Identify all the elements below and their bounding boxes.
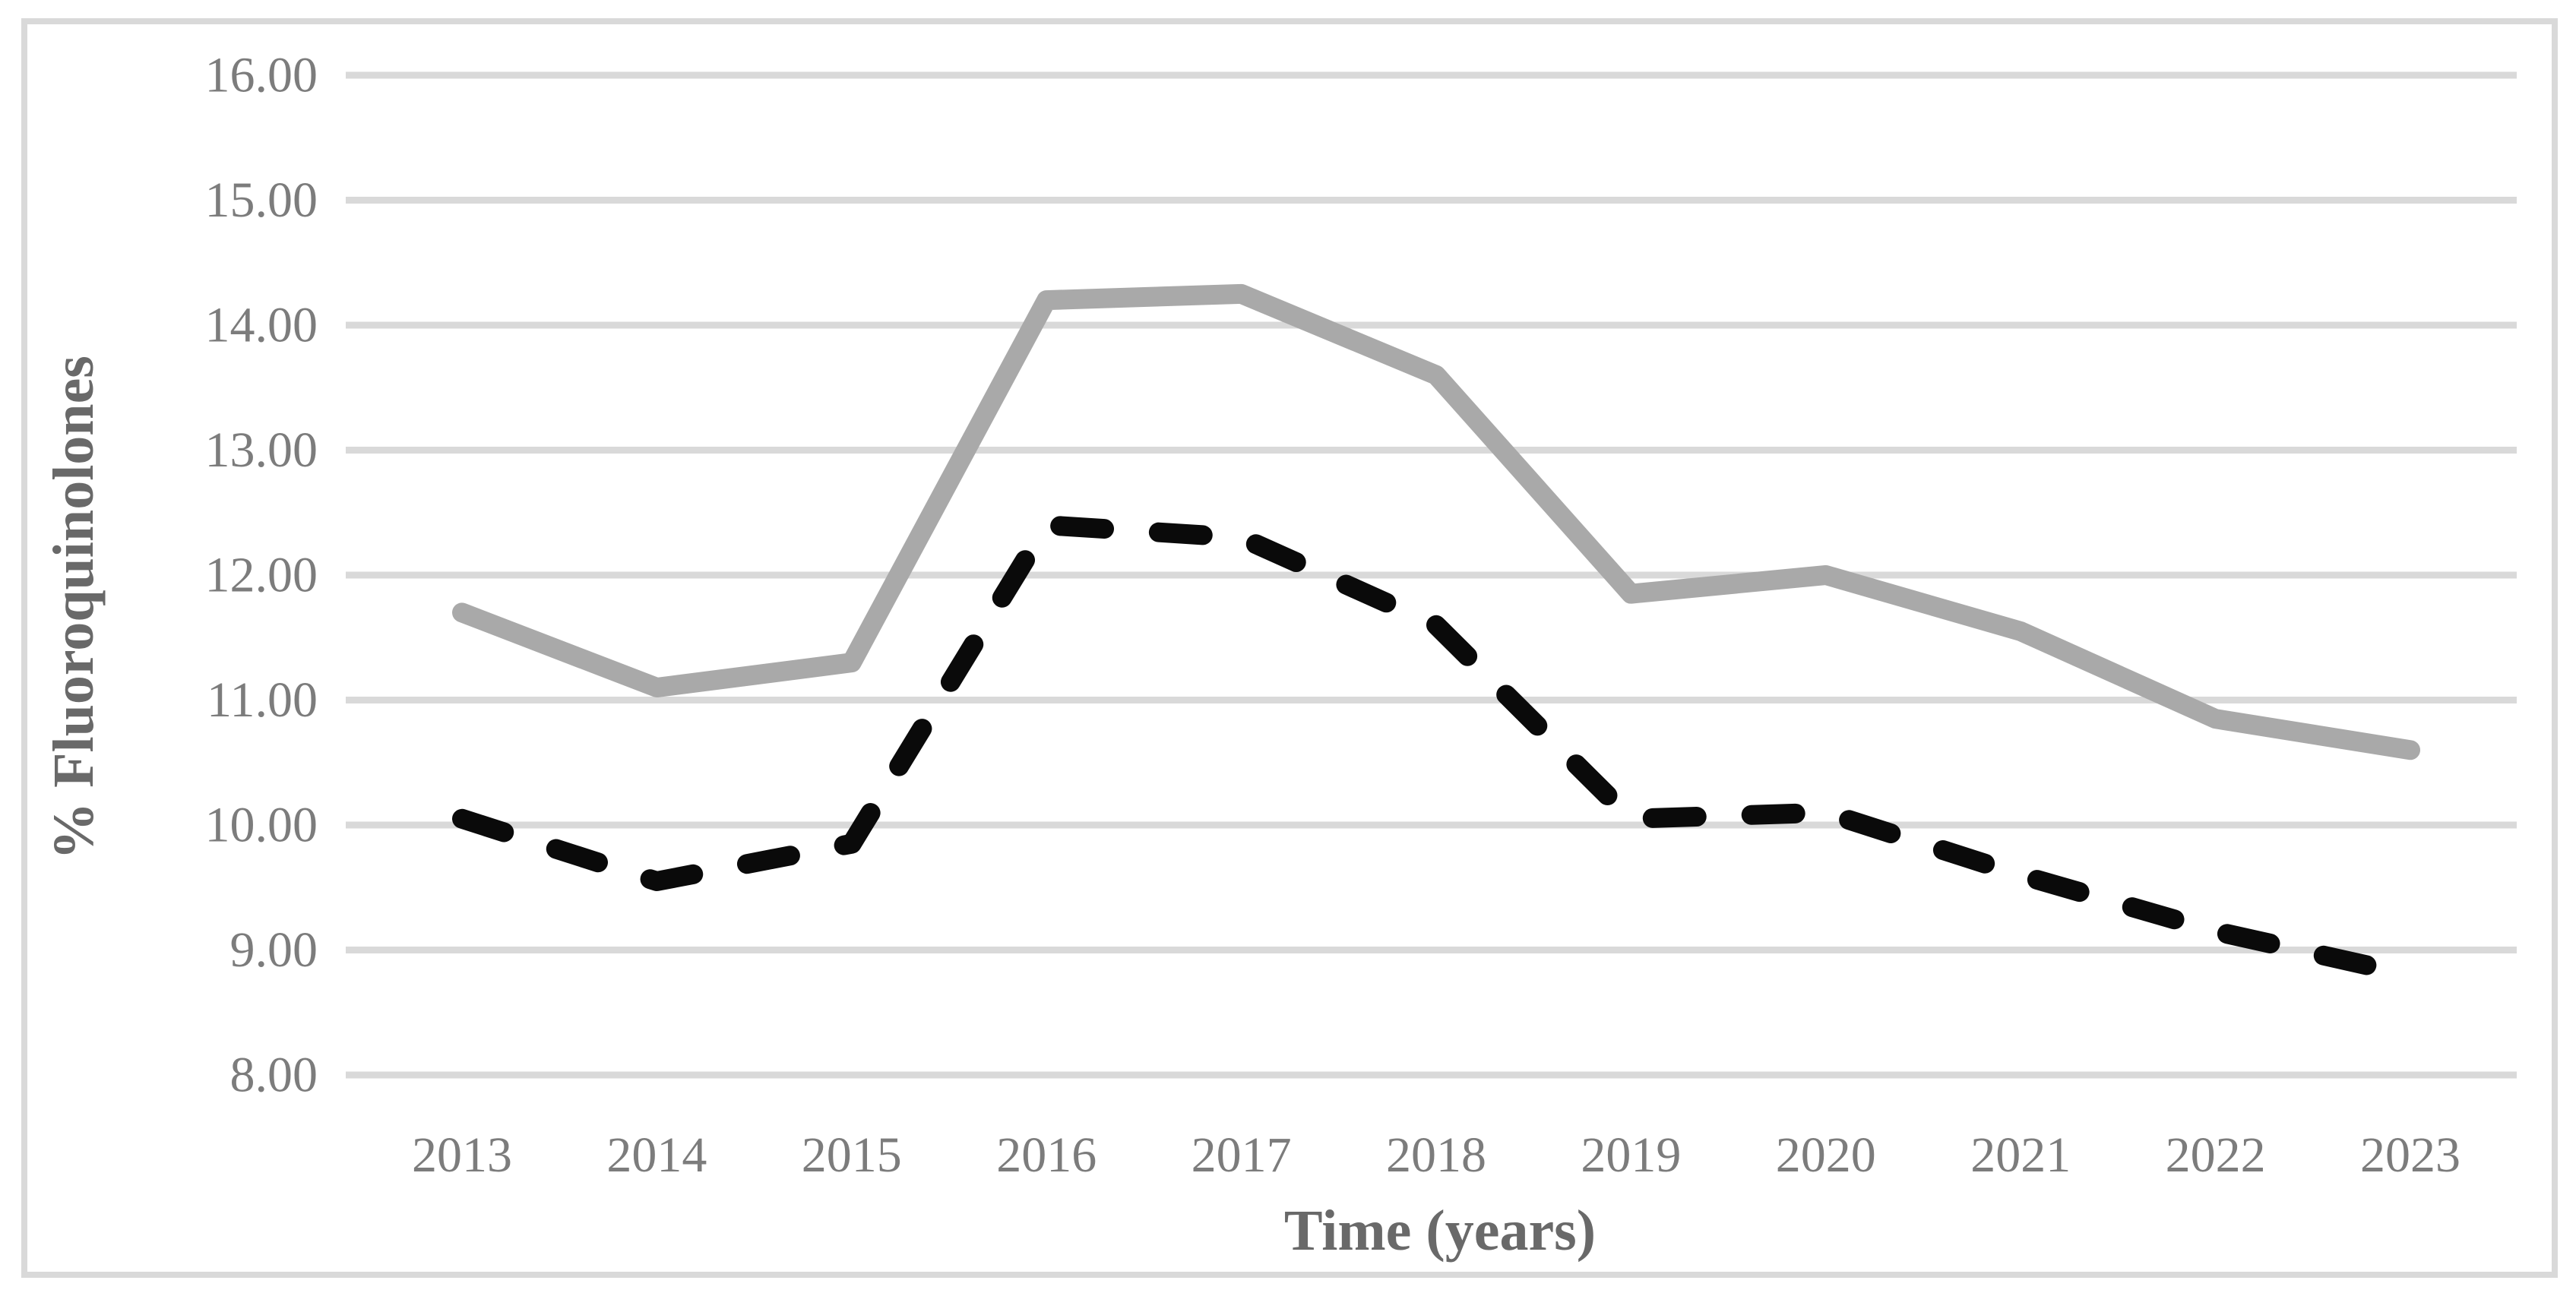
y-tick-label: 9.00 <box>230 922 318 978</box>
series-dashed-black-polyline <box>452 515 2420 985</box>
y-axis-tick-labels: 16.00 15.00 14.00 13.00 12.00 11.00 10.00 9.00 8… <box>205 48 318 1103</box>
y-axis-title: % Fluoroquinolones <box>42 356 106 860</box>
x-tick-label: 2013 <box>412 1127 512 1183</box>
y-tick-label: 12.00 <box>205 548 318 603</box>
x-tick-label: 2017 <box>1191 1127 1292 1183</box>
y-tick-label: 10.00 <box>205 798 318 853</box>
x-tick-label: 2018 <box>1386 1127 1486 1183</box>
x-tick-label: 2022 <box>2166 1127 2266 1183</box>
chart-border <box>21 18 2558 1278</box>
x-tick-label: 2016 <box>996 1127 1097 1183</box>
x-tick-label: 2014 <box>606 1127 707 1183</box>
x-axis-title: Time (years) <box>1284 1199 1596 1263</box>
x-tick-label: 2021 <box>1970 1127 2071 1183</box>
y-tick-label: 15.00 <box>205 172 318 228</box>
gridlines-group <box>346 71 2517 1079</box>
x-tick-label: 2023 <box>2360 1127 2460 1183</box>
y-tick-label: 14.00 <box>205 298 318 353</box>
y-tick-label: 8.00 <box>230 1048 318 1103</box>
x-tick-label: 2015 <box>802 1127 902 1183</box>
x-tick-label: 2019 <box>1581 1127 1681 1183</box>
x-axis-tick-labels: 2013 2014 2015 2016 2017 2018 2019 2020 2021 2022… <box>412 1127 2460 1183</box>
series-solid-gray-polyline <box>452 283 2420 760</box>
y-tick-label: 11.00 <box>207 672 318 728</box>
y-tick-label: 16.00 <box>205 48 318 103</box>
series-lines-group <box>452 283 2420 985</box>
y-tick-label: 13.00 <box>205 422 318 478</box>
x-tick-label: 2020 <box>1776 1127 1876 1183</box>
